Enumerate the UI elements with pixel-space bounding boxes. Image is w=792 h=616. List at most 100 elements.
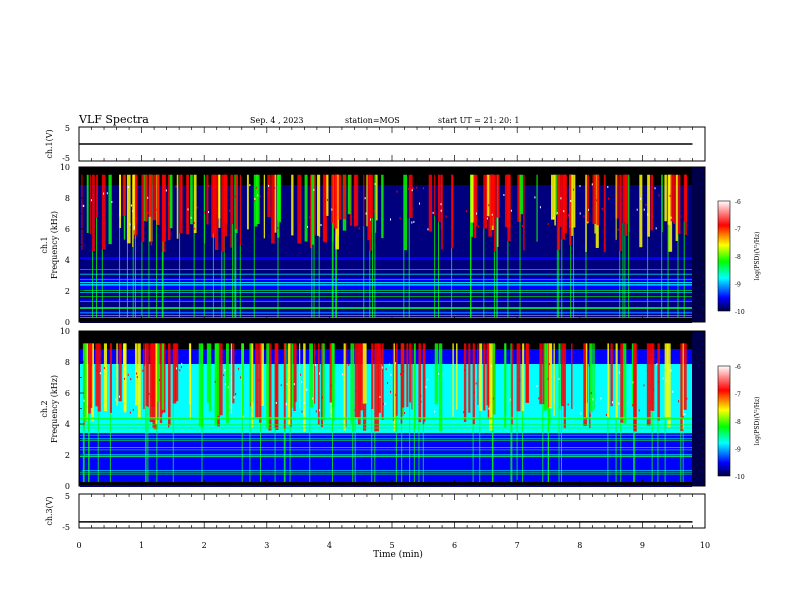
spectrogram-speck: [536, 385, 538, 388]
spectrogram-band: [80, 373, 692, 376]
spectrogram-stripe: [628, 232, 630, 320]
spectrogram-speck: [132, 210, 134, 213]
spectrogram-stripe: [290, 343, 292, 427]
spectrogram-speck: [353, 215, 355, 218]
spectrogram-stripe: [441, 174, 443, 250]
spectrogram-stripe: [167, 174, 171, 241]
spectrogram-stripe: [470, 174, 475, 223]
spectrogram-speck: [657, 381, 659, 384]
spectrogram-stripe: [371, 409, 373, 484]
spectrogram-band: [80, 385, 692, 388]
spectrogram-stripe: [542, 343, 545, 405]
spectrogram-speck: [293, 383, 295, 386]
spectrogram-band: [80, 272, 692, 275]
time-tick-label: 1: [139, 541, 144, 550]
spectrogram-speck: [385, 368, 387, 371]
spectrogram-speck: [390, 373, 392, 376]
spectrogram-speck: [567, 403, 569, 406]
spectrogram-stripe: [354, 343, 359, 418]
spectrogram-stripe: [496, 217, 498, 320]
ch1-ytick-top: 5: [65, 124, 70, 133]
spectrogram-speck: [255, 186, 257, 189]
spectrogram-stripe: [491, 414, 493, 484]
spectrogram-stripe: [122, 174, 127, 216]
spectrogram-speck: [118, 395, 120, 398]
spectrogram-stripe: [585, 222, 587, 320]
spectrogram-stripe: [310, 174, 313, 249]
spectrogram-speck: [670, 216, 672, 219]
spectrogram-stripe: [329, 343, 333, 403]
spectrogram-stripe: [147, 343, 149, 408]
spectrogram-stripe: [109, 343, 112, 413]
spectrogram-stripe: [615, 174, 619, 219]
spectrogram-speck: [632, 404, 634, 407]
spectrogram-speck: [438, 372, 440, 375]
spectrogram-stripe: [230, 343, 233, 414]
spectrogram-stripe: [134, 235, 136, 320]
ch2-spec-ylabel-top: ch.2: [40, 400, 49, 417]
spectrogram-stripe: [493, 251, 495, 320]
spectrogram-speck: [350, 198, 352, 201]
spectrogram-speck: [365, 212, 367, 215]
spectrogram-speck: [605, 413, 607, 416]
spectrogram-speck: [418, 202, 420, 205]
spectrogram-stripe: [303, 343, 306, 432]
spectrogram-speck: [519, 378, 521, 381]
spectrogram-speck: [672, 390, 674, 393]
spectrogram-speck: [216, 212, 218, 215]
spectrogram-speck: [556, 211, 558, 214]
time-axis-label: Time (min): [373, 549, 423, 560]
spectrogram-stripe: [375, 174, 378, 221]
spectrogram-stripe: [403, 174, 408, 251]
spectrogram-speck: [510, 209, 512, 212]
spectrogram-stripe: [239, 174, 242, 246]
spectrogram-stripe: [141, 174, 145, 243]
spectrogram-speck: [411, 221, 413, 224]
spectrogram-stripe: [162, 174, 167, 242]
spectrogram-band: [80, 482, 692, 485]
ch2-spectrogram-panel: 0 2 4 6 8 10 ch.2 Frequency (kHz): [40, 327, 706, 491]
spectrogram-stripe: [143, 343, 145, 409]
spectrogram-stripe: [544, 343, 549, 409]
spectrogram-stripe: [486, 343, 490, 406]
spectrogram-speck: [636, 208, 638, 211]
spectrogram-speck: [521, 225, 523, 228]
spectrogram-speck: [427, 378, 429, 381]
spectrogram-stripe: [168, 343, 171, 426]
spectrogram-speck: [130, 204, 132, 207]
spectrogram-speck: [591, 183, 593, 186]
spectrogram-speck: [643, 384, 645, 387]
spectrogram-stripe: [504, 174, 509, 227]
spectrogram-stripe: [401, 343, 405, 408]
spectrogram-stripe: [359, 343, 364, 411]
spectrogram-speck: [412, 186, 414, 189]
spectrogram-band: [80, 361, 692, 364]
colorbar-ch1: -6 -7 -8 -9 -10 log(PSD)(V²/Hz): [717, 199, 761, 316]
spectrogram-stripe: [206, 343, 209, 403]
spectrogram-band: [80, 221, 692, 224]
spectrogram-speck: [652, 388, 654, 391]
spectrogram-speck: [399, 217, 401, 220]
spectrogram-stripe: [523, 174, 525, 251]
spectrogram-speck: [179, 369, 181, 372]
spectrogram-stripe: [463, 343, 467, 422]
spectrogram-speck: [534, 196, 536, 199]
spectrogram-stripe: [633, 430, 635, 484]
spectrogram-band: [80, 299, 692, 302]
spectrogram-stripe: [331, 242, 333, 320]
spectrogram-speck: [147, 196, 149, 199]
spectrogram-stripe: [357, 343, 361, 425]
spectrogram-speck: [387, 382, 389, 385]
spectrogram-stripe: [331, 343, 335, 408]
spectrogram-stripe: [646, 343, 651, 426]
spectrogram-stripe: [628, 174, 630, 233]
spectrogram-stripe: [664, 174, 667, 222]
spectrogram-speck: [400, 373, 402, 376]
spectrogram-stripe: [331, 174, 334, 224]
spectrogram-stripe: [145, 406, 147, 484]
spectrogram-speck: [440, 184, 442, 187]
spectrogram-speck: [670, 369, 672, 372]
spectrogram-stripe: [156, 343, 160, 402]
spectrogram-stripe: [413, 343, 416, 429]
spectrogram-speck: [180, 366, 182, 369]
